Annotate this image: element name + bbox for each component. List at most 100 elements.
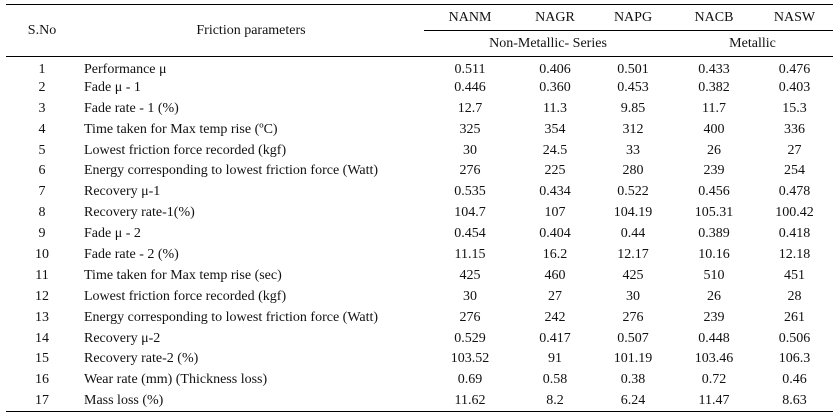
value-nasw: 12.18 (778, 246, 811, 262)
value-nagr: 8.2 (516, 390, 594, 413)
row-number: 2 (38, 79, 46, 95)
value-napg: 6.24 (594, 390, 672, 413)
value-nasw: 254 (784, 163, 805, 179)
row-number: 11 (35, 267, 49, 283)
row-number: 8 (38, 205, 46, 221)
parameter-name: Recovery rate-1(%) (84, 205, 195, 221)
value-nasw: 106.3 (778, 351, 811, 367)
value-napg: 0.507 (617, 330, 649, 346)
value-nacb: 510 (703, 267, 725, 283)
value-nanm: 12.7 (457, 100, 483, 116)
value-nacb: 239 (703, 163, 725, 179)
value-napg: 104.19 (613, 205, 653, 221)
value-nasw: 100.42 (775, 205, 814, 221)
value-nasw: 28 (787, 288, 802, 304)
parameter-name: Time taken for Max temp rise (ºC) (84, 121, 278, 137)
parameter-name: Fade μ - 2 (84, 226, 141, 242)
value-nacb: 103.46 (694, 351, 734, 367)
parameter-name: Energy corresponding to lowest friction … (84, 309, 379, 325)
value-nasw: 336 (784, 121, 805, 137)
value-nasw: 451 (784, 267, 805, 283)
parameter-name: Fade rate - 2 (%) (84, 246, 179, 262)
row-number: 5 (38, 142, 46, 158)
value-nacb: 0.456 (698, 184, 730, 200)
header-row-series: Non-Metallic- Series Metallic (6, 30, 833, 57)
value-nagr: 0.58 (542, 372, 568, 388)
value-nacb: 0.389 (698, 226, 730, 242)
value-napg: 12.17 (617, 246, 649, 262)
value-nagr: 0.404 (539, 226, 571, 242)
value-nasw: 27 (787, 142, 802, 158)
value-nacb: 26 (707, 288, 721, 304)
parameter-header: Friction parameters (78, 4, 424, 57)
parameter-name: Wear rate (mm) (Thickness loss) (84, 372, 268, 388)
table-row: 6 Energy corresponding to lowest friction… (6, 161, 833, 182)
value-nagr: 354 (544, 121, 566, 137)
value-nanm: 103.52 (450, 351, 490, 367)
value-nacb: 400 (703, 121, 725, 137)
parameter-name: Lowest friction force recorded (kgf) (84, 142, 287, 158)
row-number: 6 (38, 163, 46, 179)
value-nacb: 0.382 (698, 79, 730, 95)
value-napg: 425 (622, 267, 644, 283)
value-napg: 0.453 (617, 79, 649, 95)
column-header-nanm: NANM (448, 9, 492, 25)
parameter-name: Recovery rate-2 (%) (84, 351, 199, 367)
value-nanm: 276 (459, 163, 481, 179)
value-nanm: 325 (459, 121, 481, 137)
value-nacb: 239 (703, 309, 725, 325)
parameter-name: Mass loss (%) (78, 390, 424, 413)
value-nasw: 261 (784, 309, 805, 325)
value-nanm: 0.511 (454, 62, 486, 78)
table-row: 14 Recovery μ-2 0.529 0.417 0.507 0.448 0.506 (6, 328, 833, 349)
value-napg: 312 (622, 121, 644, 137)
value-nacb: 105.31 (694, 205, 734, 221)
value-nagr: 11.3 (543, 100, 567, 116)
value-napg: 0.501 (617, 62, 649, 78)
value-nagr: 242 (544, 309, 566, 325)
value-nagr: 0.417 (539, 330, 571, 346)
parameter-name: Fade rate - 1 (%) (84, 100, 179, 116)
row-number: 7 (38, 184, 46, 200)
sno-header: S.No (6, 4, 78, 57)
value-nanm: 0.446 (454, 79, 486, 95)
parameter-name: Energy corresponding to lowest friction … (84, 163, 379, 179)
value-nanm: 30 (463, 288, 477, 304)
value-nacb: 10.16 (698, 246, 730, 262)
value-napg: 101.19 (613, 351, 653, 367)
value-nasw: 8.63 (756, 390, 833, 413)
parameter-name: Performance μ (84, 62, 167, 78)
row-number: 10 (35, 246, 49, 262)
value-nagr: 225 (544, 163, 566, 179)
value-nanm: 276 (459, 309, 481, 325)
value-napg: 0.44 (620, 226, 646, 242)
value-nanm: 11.15 (454, 246, 486, 262)
value-nacb: 11.7 (702, 100, 726, 116)
value-napg: 0.522 (617, 184, 649, 200)
row-number: 3 (38, 100, 46, 116)
table-body: 1 Performance μ 0.511 0.406 0.501 0.433 0.476 2… (6, 57, 833, 413)
table-row: 12 Lowest friction force recorded (kgf) 30… (6, 286, 833, 307)
value-napg: 280 (622, 163, 644, 179)
value-nagr: 0.434 (539, 184, 571, 200)
value-nanm: 0.454 (454, 226, 486, 242)
row-number: 12 (35, 288, 49, 304)
table-row: 15 Recovery rate-2 (%) 103.52 91 101.19 103.4… (6, 349, 833, 370)
table-row: 1 Performance μ 0.511 0.406 0.501 0.433 0.476 (6, 57, 833, 78)
value-nanm: 104.7 (454, 205, 486, 221)
parameter-name: Lowest friction force recorded (kgf) (84, 288, 287, 304)
value-nasw: 0.506 (778, 330, 811, 346)
value-nanm: 425 (459, 267, 481, 283)
table-row: 9 Fade μ - 2 0.454 0.404 0.44 0.389 0.418 (6, 224, 833, 245)
value-napg: 30 (626, 288, 640, 304)
value-nacb: 0.72 (701, 372, 727, 388)
table-row: 3 Fade rate - 1 (%) 12.7 11.3 9.85 11.7 15.3 (6, 98, 833, 119)
parameter-name: Recovery μ-1 (84, 184, 161, 200)
value-nagr: 16.2 (542, 246, 568, 262)
row-number: 15 (35, 351, 49, 367)
row-number: 4 (38, 121, 46, 137)
value-nasw: 0.478 (778, 184, 811, 200)
row-number: 9 (38, 226, 46, 242)
value-nagr: 107 (544, 205, 566, 221)
